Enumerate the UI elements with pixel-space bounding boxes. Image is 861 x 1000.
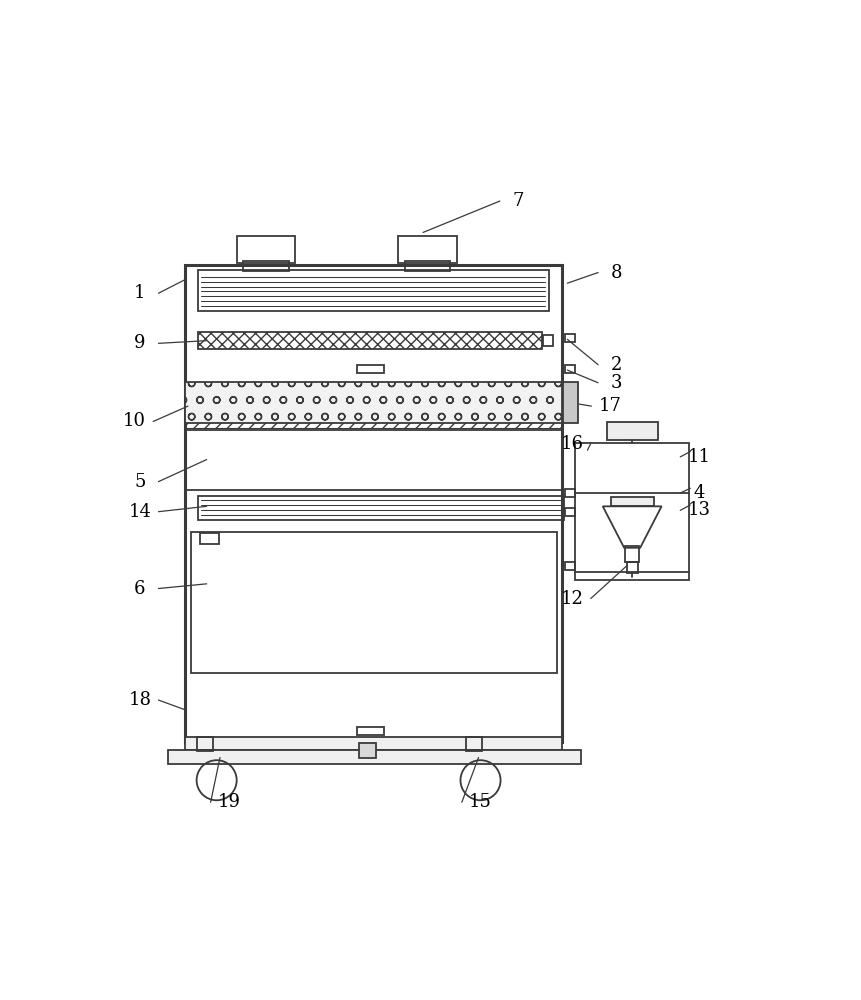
Text: 16: 16: [560, 435, 583, 453]
Text: 6: 6: [134, 580, 146, 598]
Bar: [196, 737, 213, 751]
Bar: [168, 750, 580, 764]
Text: 3: 3: [610, 374, 622, 392]
Text: 2: 2: [610, 356, 622, 374]
Text: 5: 5: [134, 473, 146, 491]
Text: 4: 4: [692, 484, 703, 502]
Text: 8: 8: [610, 264, 622, 282]
Bar: [200, 533, 219, 544]
Text: 9: 9: [134, 334, 146, 352]
Bar: [563, 382, 578, 423]
Bar: [625, 546, 638, 562]
Bar: [405, 261, 450, 271]
Bar: [564, 365, 575, 373]
Bar: [184, 422, 561, 428]
Bar: [564, 508, 575, 516]
Bar: [191, 532, 557, 673]
Bar: [356, 727, 383, 735]
Text: 7: 7: [512, 192, 523, 210]
Text: 14: 14: [128, 503, 151, 521]
Bar: [184, 265, 561, 742]
Bar: [198, 270, 548, 311]
Bar: [358, 743, 376, 758]
Text: 12: 12: [560, 590, 583, 608]
Bar: [564, 489, 575, 497]
Bar: [575, 443, 688, 580]
Text: 19: 19: [218, 793, 240, 811]
Bar: [198, 496, 563, 520]
Bar: [610, 497, 653, 506]
Bar: [184, 737, 561, 750]
Text: 10: 10: [123, 412, 146, 430]
Bar: [626, 562, 637, 573]
Text: 11: 11: [687, 448, 709, 466]
Text: 17: 17: [598, 397, 621, 415]
Text: 15: 15: [468, 793, 492, 811]
Text: 13: 13: [687, 501, 709, 519]
Bar: [465, 737, 481, 751]
Bar: [398, 236, 456, 263]
Bar: [243, 261, 288, 271]
Bar: [184, 382, 561, 423]
Bar: [198, 332, 542, 349]
Bar: [356, 365, 383, 373]
Text: 18: 18: [128, 691, 152, 709]
Text: 1: 1: [134, 284, 146, 302]
Bar: [184, 430, 561, 490]
Bar: [564, 562, 575, 570]
Bar: [606, 422, 657, 440]
Bar: [564, 334, 575, 342]
Bar: [542, 335, 553, 346]
Bar: [237, 236, 295, 263]
